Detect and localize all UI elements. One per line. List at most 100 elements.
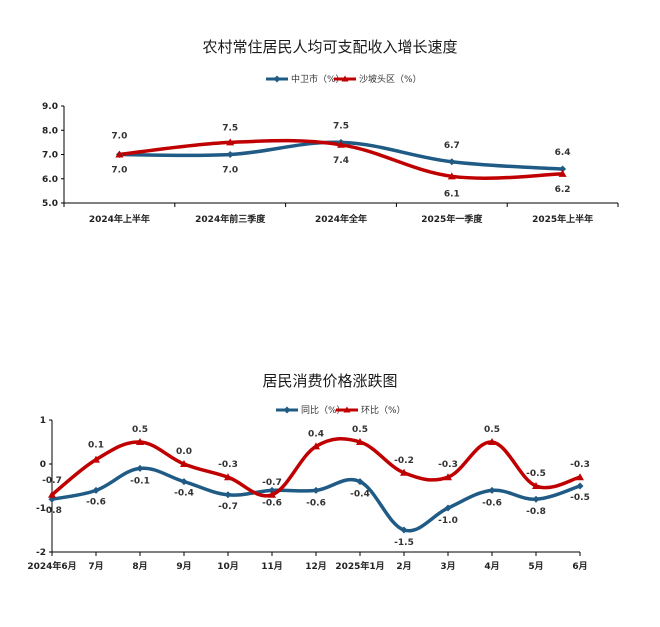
series-1-point (576, 482, 584, 490)
series-2-data-label: -0.7 (262, 478, 282, 488)
chart-title: 居民消费价格涨跌图 (262, 372, 397, 390)
x-tick-label: 8月 (132, 561, 147, 572)
series-2-data-label: -0.3 (570, 460, 590, 470)
series-2-point (226, 138, 235, 146)
legend-marker-series-1 (283, 406, 291, 414)
x-tick-label: 4月 (484, 561, 499, 572)
series-2-point (488, 438, 496, 445)
series-2-point (312, 442, 320, 450)
cpi-change-chart: 居民消费价格涨跌图 同比（%） 环比（%） 1 0 -1 -2 2024年6月 7月 8月 9… (0, 360, 660, 600)
series-2-point (356, 438, 364, 445)
income-growth-svg: 农村常住居民人均可支配收入增长速度 中卫市（%） 沙坡头区（%） 9.0 8.0 7… (42, 38, 619, 225)
x-tick-label: 3月 (440, 561, 455, 572)
series-2-data-label: 7.4 (333, 156, 349, 166)
y-tick-label: 8.0 (42, 126, 58, 136)
legend: 同比（%） 环比（%） (276, 404, 406, 416)
legend-marker-series-2 (343, 406, 351, 413)
x-tick-label: 9月 (176, 561, 191, 572)
series-2-data-label: -0.2 (394, 456, 414, 466)
y-tick-label: 5.0 (42, 199, 58, 209)
y-tick-label: -1 (36, 504, 46, 514)
series-1-point (532, 495, 540, 503)
x-tick-label: 5月 (528, 561, 543, 572)
series-1-data-label: -0.4 (174, 489, 194, 499)
series-2-data-label: 0.0 (176, 447, 192, 457)
y-tick-label: 1 (40, 416, 46, 426)
series-2-data-label: 0.5 (484, 425, 500, 435)
series-2-point (447, 172, 456, 180)
series-2-point (115, 150, 124, 158)
series-2-point (224, 473, 232, 481)
x-tick-label: 11月 (261, 561, 283, 572)
series-1-data-label: 6.7 (444, 141, 460, 151)
series-2-data-label: 7.5 (222, 123, 238, 133)
series-1-point (488, 486, 496, 494)
x-tick-label: 6月 (572, 561, 587, 572)
series-2-point (136, 438, 144, 445)
series-2-data-label: -0.3 (218, 460, 238, 470)
legend-label-series-1: 同比（%） (301, 404, 346, 416)
series-1-data-label: -0.8 (42, 506, 62, 516)
series-1-data-label: -1.0 (438, 516, 458, 526)
series-1-data-label: 7.0 (222, 166, 238, 176)
series-1-data-label: 7.0 (111, 166, 127, 176)
series-2-data-label: 7.0 (111, 132, 127, 142)
series-2-data-label: 6.1 (444, 189, 460, 199)
series-2-point (400, 468, 408, 476)
series-1-data-label: -0.8 (526, 507, 546, 517)
series-1-data-label: -0.6 (482, 498, 502, 508)
series-1-point (356, 478, 364, 486)
series-2-data-label: -0.5 (526, 469, 546, 479)
series-2-data-label: -0.7 (42, 476, 62, 486)
series-1-point (136, 464, 144, 472)
series-1-data-label: -0.6 (86, 497, 106, 507)
series-2-point (337, 140, 345, 148)
series-1-point (180, 478, 188, 486)
series-2-point (180, 460, 188, 467)
x-tick-label: 7月 (88, 561, 103, 572)
legend-label-series-2: 沙坡头区（%） (359, 73, 422, 85)
legend-marker-series-1 (273, 75, 281, 83)
series-1-point (92, 486, 100, 494)
y-tick-label: 7.0 (42, 151, 58, 161)
series-1-data-label: -0.6 (262, 498, 282, 508)
series-2-point (92, 455, 100, 463)
series-1-data-label: -1.5 (394, 538, 414, 548)
series-2-point (558, 169, 567, 177)
legend-label-series-2: 环比（%） (361, 404, 406, 416)
x-tick-label: 2025年1月 (335, 560, 384, 572)
x-tick-label: 12月 (305, 561, 327, 572)
x-tick-label: 2024年上半年 (89, 213, 150, 225)
series-2-point (268, 490, 276, 498)
x-tick-label: 2025年一季度 (421, 213, 483, 225)
y-tick-label: 0 (40, 460, 46, 470)
series-1-point (224, 491, 232, 499)
series-1-data-label: 6.4 (555, 148, 571, 158)
series-1-point (559, 165, 567, 173)
legend-marker-series-2 (341, 75, 349, 82)
legend-label-series-1: 中卫市（%） (291, 73, 345, 85)
series-2-point (532, 482, 540, 489)
series-1-data-label: -0.7 (218, 502, 238, 512)
y-tick-label: -2 (36, 548, 46, 558)
series-1-data-label: -0.1 (130, 476, 150, 486)
series-1-point (400, 526, 408, 534)
y-tick-label: 6.0 (42, 175, 58, 185)
x-tick-label: 2024年前三季度 (195, 213, 266, 225)
series-1-point (444, 504, 452, 512)
series-2-data-label: -0.3 (438, 460, 458, 470)
series-2-point (444, 473, 452, 481)
x-tick-label: 2月 (396, 561, 411, 572)
x-tick-label: 2025年上半年 (532, 213, 593, 225)
series-2-point (48, 490, 56, 498)
series-2-data-label: 0.5 (132, 425, 148, 435)
series-2-data-label: 0.5 (352, 425, 368, 435)
x-tick-label: 2024年6月 (27, 560, 76, 572)
income-growth-chart: 农村常住居民人均可支配收入增长速度 中卫市（%） 沙坡头区（%） 9.0 8.0 7… (0, 0, 660, 300)
legend: 中卫市（%） 沙坡头区（%） (266, 73, 422, 85)
series-2-data-label: 6.2 (555, 185, 571, 195)
series-2-data-label: 0.4 (308, 429, 324, 439)
series-1-point (268, 486, 276, 494)
series-1-data-label: 7.5 (333, 121, 349, 131)
series-1-point (226, 151, 234, 158)
